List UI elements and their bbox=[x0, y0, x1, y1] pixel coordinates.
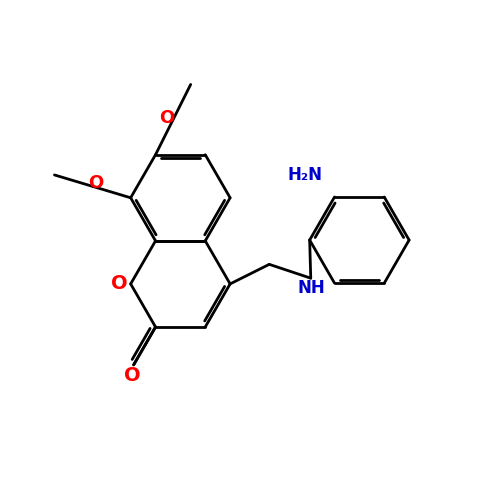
Text: NH: NH bbox=[298, 279, 326, 297]
Text: O: O bbox=[88, 174, 103, 192]
Text: H₂N: H₂N bbox=[287, 166, 322, 184]
Text: O: O bbox=[112, 274, 128, 293]
Text: O: O bbox=[124, 366, 141, 386]
Text: O: O bbox=[160, 108, 174, 126]
